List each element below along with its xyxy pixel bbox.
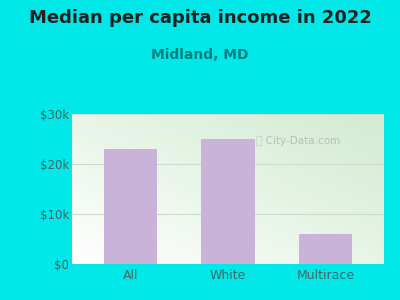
- Bar: [104, 149, 157, 264]
- Bar: [201, 139, 255, 264]
- Text: Median per capita income in 2022: Median per capita income in 2022: [28, 9, 372, 27]
- Text: City-Data.com: City-Data.com: [259, 136, 340, 146]
- Text: Midland, MD: Midland, MD: [151, 48, 249, 62]
- Bar: [299, 234, 352, 264]
- Text: ⓘ: ⓘ: [256, 136, 262, 146]
